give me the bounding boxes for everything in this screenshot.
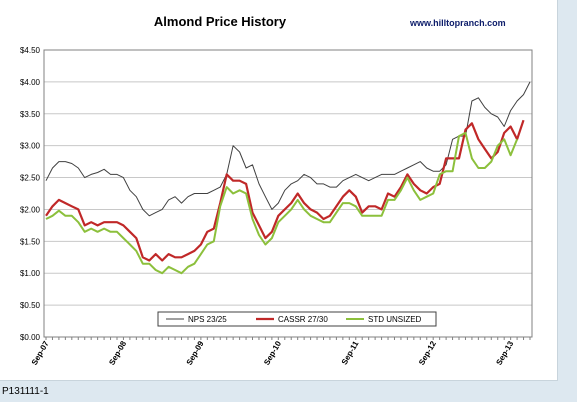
- legend-label: NPS 23/25: [188, 315, 227, 324]
- legend: [157, 311, 437, 327]
- y-tick-label: $3.00: [20, 142, 41, 151]
- legend-label: CASSR 27/30: [278, 315, 328, 324]
- plot-area: [43, 49, 533, 338]
- y-tick-label: $3.50: [20, 110, 41, 119]
- x-tick-label: Sep-07: [30, 339, 51, 367]
- y-tick-label: $2.50: [20, 174, 41, 183]
- y-tick-label: $0.50: [20, 301, 41, 310]
- chart-title: Almond Price History: [153, 14, 287, 29]
- x-tick-label: Sep-11: [340, 339, 361, 366]
- x-tick-label: Sep-12: [417, 339, 438, 367]
- series-line: [45, 81, 531, 217]
- legend-label: STD UNSIZED: [368, 315, 422, 324]
- line-chart: $0.00 $0.50 $1.00 $1.50 $2.00 $2.50 $3.00 $3.50…: [20, 46, 533, 367]
- y-tick-label: $1.00: [20, 269, 41, 278]
- image-caption: P131111-1: [2, 386, 49, 397]
- y-tick-label: $4.50: [20, 46, 41, 55]
- y-tick-label: $0.00: [20, 333, 41, 342]
- y-tick-label: $1.50: [20, 237, 41, 246]
- x-tick-label: Sep-10: [262, 339, 283, 367]
- series-line: [45, 131, 519, 275]
- x-tick-label: Sep-13: [494, 339, 515, 367]
- y-tick-label: $4.00: [20, 78, 41, 87]
- y-tick-label: $2.00: [20, 205, 41, 214]
- series-line: [45, 119, 525, 262]
- x-tick-label: Sep-08: [107, 339, 128, 367]
- source-url: www.hilltopranch.com: [410, 18, 506, 28]
- chart-frame: $0.00 $0.50 $1.00 $1.50 $2.00 $2.50 $3.00 $3.50…: [0, 0, 558, 381]
- x-tick-label: Sep-09: [185, 339, 206, 367]
